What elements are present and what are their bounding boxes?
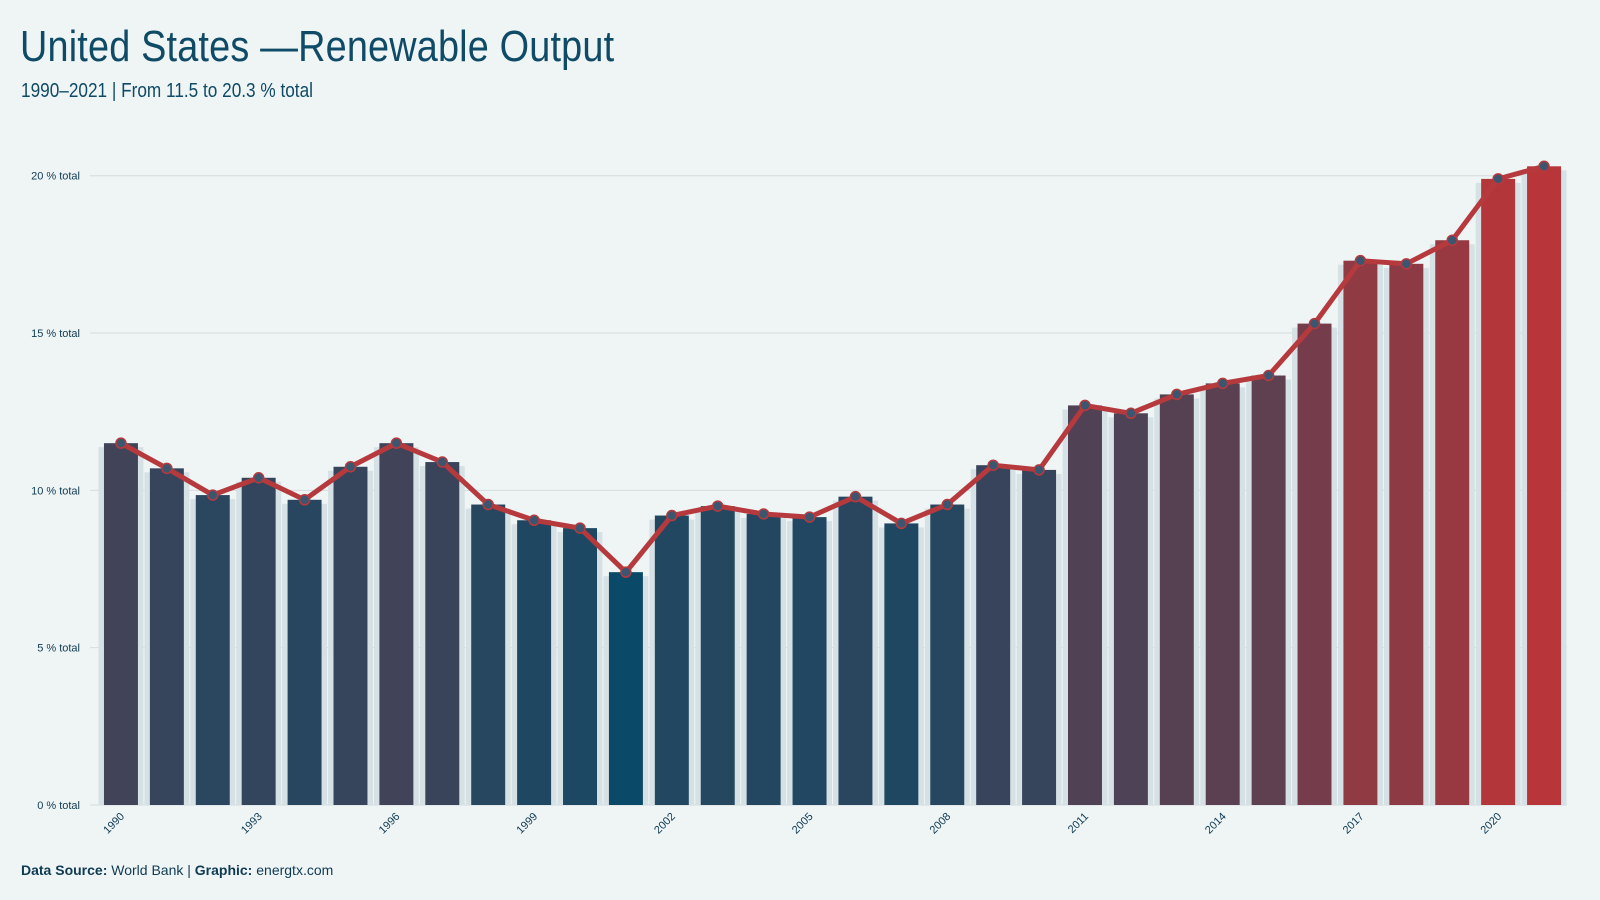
bar-2015 [1251, 375, 1286, 805]
source-label: Data Source: [21, 862, 108, 878]
point-2016 [1308, 317, 1321, 330]
point-2014 [1216, 377, 1229, 390]
bar-2003 [700, 506, 735, 805]
y-tick-label: 5 % total [37, 643, 80, 655]
point-1994 [298, 494, 311, 506]
bar-2009 [976, 465, 1011, 805]
point-1999 [528, 514, 540, 527]
bar-1991 [149, 468, 184, 805]
y-tick-label: 10 % total [31, 485, 80, 497]
bar-2017 [1343, 260, 1378, 805]
bar-2018 [1389, 263, 1424, 806]
bar-1999 [517, 520, 552, 805]
bar-2019 [1435, 240, 1470, 806]
chart-title: United States —Renewable Output [20, 22, 615, 71]
point-2015 [1262, 369, 1275, 382]
point-2018 [1400, 258, 1413, 270]
bar-2010 [1022, 469, 1057, 805]
bar-2008 [930, 504, 965, 805]
bar-2007 [884, 523, 919, 805]
x-tick-label: 2005 [790, 811, 816, 837]
y-tick-label: 15 % total [31, 328, 80, 340]
point-1992 [207, 489, 219, 501]
footer-credits: Data Source: World Bank | Graphic: energ… [21, 862, 333, 878]
x-tick-label: 1990 [101, 811, 127, 837]
bar-2016 [1297, 323, 1332, 805]
bar-2001 [608, 572, 643, 805]
bar-2004 [746, 513, 781, 805]
point-2010 [1033, 464, 1045, 476]
bar-1997 [425, 462, 460, 805]
point-2005 [803, 511, 816, 523]
point-2012 [1125, 407, 1137, 420]
graphic-label: Graphic: [194, 862, 253, 878]
x-axis-ticks: 1990 1993 1996 1999 2002 2005 2008 2011 2014 2017… [101, 811, 1504, 837]
point-2004 [757, 508, 770, 520]
point-2009 [987, 459, 999, 471]
point-2019 [1446, 234, 1458, 246]
bar-2002 [654, 515, 689, 805]
x-tick-label: 2002 [652, 811, 678, 837]
bar-2013 [1159, 394, 1194, 805]
bar-1993 [241, 477, 276, 805]
point-1993 [252, 472, 265, 484]
source-value: World Bank [111, 862, 184, 878]
bar-2011 [1067, 405, 1102, 805]
bar-2005 [792, 517, 827, 805]
point-2017 [1354, 254, 1367, 267]
x-tick-label: 2017 [1341, 811, 1367, 837]
point-2021 [1538, 160, 1550, 173]
bar-2012 [1113, 413, 1148, 805]
series-line [118, 163, 1547, 575]
point-2001 [620, 566, 632, 578]
x-tick-label: 2014 [1203, 811, 1229, 837]
footer-separator: | [187, 862, 191, 878]
x-tick-label: 1996 [377, 811, 403, 837]
trend-line [118, 163, 1547, 575]
bar-2020 [1481, 178, 1516, 805]
point-2011 [1079, 399, 1091, 412]
bar-1995 [333, 466, 368, 805]
bar-1996 [379, 443, 414, 805]
point-2013 [1171, 388, 1183, 401]
point-2007 [895, 517, 908, 530]
bar-1998 [471, 504, 506, 805]
bar-2006 [838, 496, 873, 805]
x-tick-label: 2011 [1066, 811, 1091, 836]
x-tick-label: 2008 [928, 811, 954, 837]
x-tick-label: 1993 [239, 811, 265, 837]
bar-1990 [103, 443, 138, 805]
point-2003 [711, 500, 724, 512]
y-tick-label: 20 % total [31, 171, 80, 183]
data-points [115, 160, 1550, 578]
graphic-value: energtx.com [256, 862, 334, 878]
y-axis-ticks: 0 % total 5 % total 10 % total 15 % total 20… [31, 171, 80, 812]
x-tick-label: 1999 [514, 811, 540, 837]
point-2008 [941, 498, 954, 511]
y-tick-label: 0 % total [37, 800, 80, 812]
point-1998 [482, 498, 494, 511]
point-1991 [161, 462, 173, 475]
bar-2014 [1205, 383, 1240, 805]
bar-2021 [1527, 166, 1562, 806]
bars [103, 166, 1562, 806]
chart-subtitle: 1990–2021 | From 11.5 to 20.3 % total [21, 80, 313, 102]
x-tick-label: 2020 [1478, 811, 1504, 837]
point-2000 [574, 522, 586, 534]
bar-1994 [287, 499, 322, 805]
point-1995 [344, 461, 357, 473]
point-1990 [115, 437, 127, 449]
point-2020 [1492, 173, 1504, 185]
bar-1992 [195, 495, 230, 805]
bar-2000 [563, 528, 598, 805]
point-2002 [666, 509, 678, 522]
point-1997 [436, 456, 449, 468]
point-1996 [390, 437, 403, 449]
point-2006 [849, 490, 862, 503]
